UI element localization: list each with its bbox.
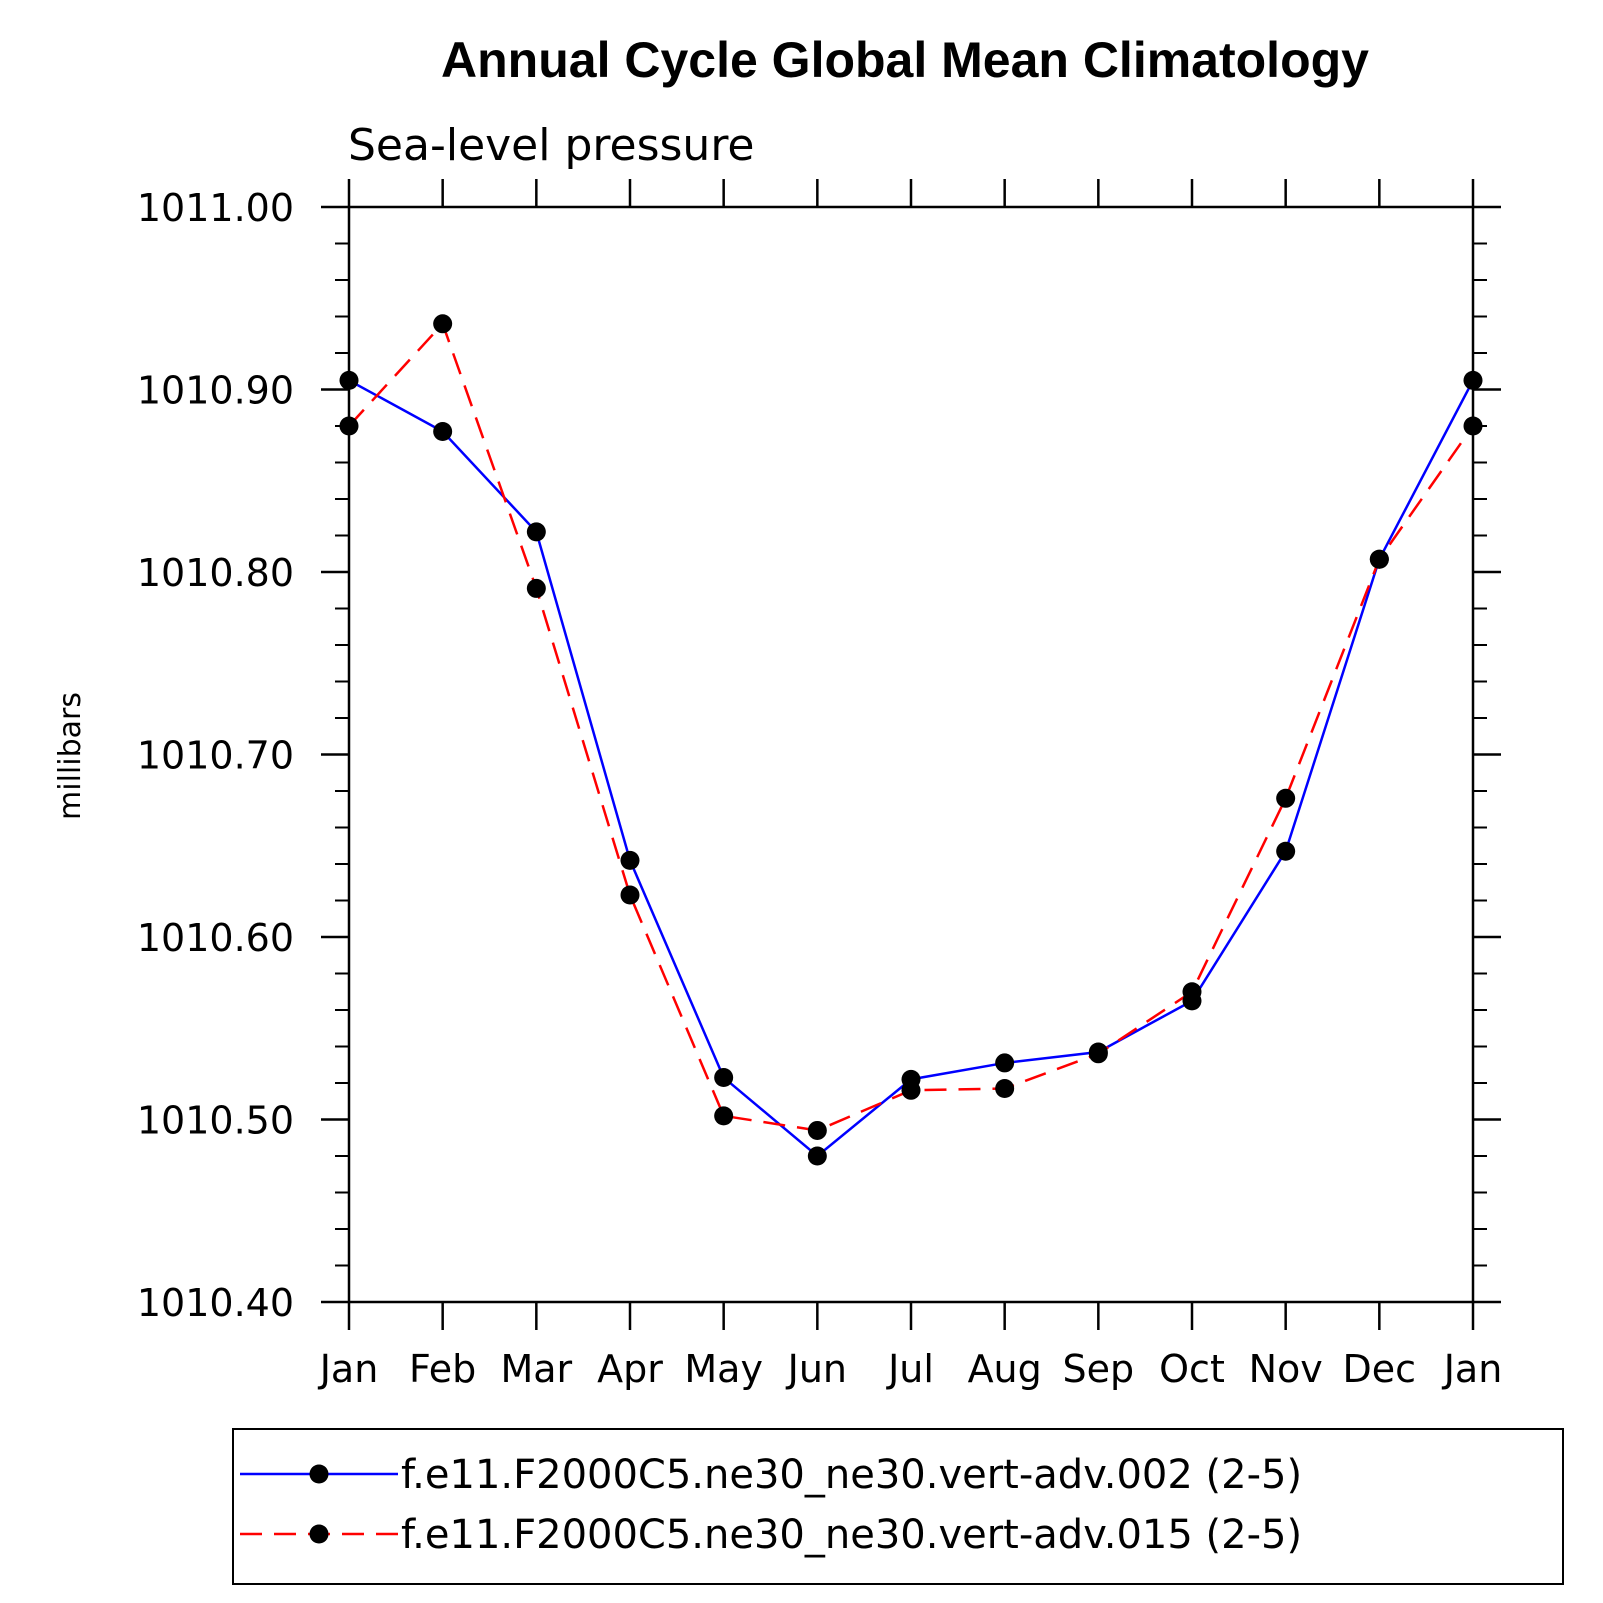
series-2-point [807, 1120, 827, 1140]
series-2-point [714, 1106, 734, 1126]
x-tick-label: Feb [409, 1347, 476, 1391]
legend-box [232, 1428, 1564, 1585]
legend-marker-1 [309, 1464, 329, 1484]
series-1-point [1276, 841, 1296, 861]
series-2-point [1463, 416, 1483, 436]
x-tick-label: Mar [500, 1347, 572, 1391]
y-tick-label: 1010.70 [137, 734, 294, 778]
x-tick-label: Jan [318, 1347, 379, 1391]
series-1-point [620, 850, 640, 870]
axes-group: 1010.40 1010.50 1010.60 1010.70 1010.80 1010.… [137, 179, 1502, 1391]
x-tick-label: Oct [1159, 1347, 1225, 1391]
y-tick-label: 1011.00 [137, 186, 294, 230]
x-tick-label: Dec [1343, 1347, 1417, 1391]
y-tick-label: 1010.50 [137, 1099, 294, 1143]
series-line-2 [348, 321, 1475, 1132]
legend: f.e11.F2000C5.ne30_ne30.vert-adv.002 (2-… [232, 1428, 1564, 1585]
x-tick-label: Sep [1063, 1347, 1135, 1391]
series-2-point [1276, 788, 1296, 808]
y-tick-label: 1010.90 [137, 369, 294, 413]
legend-marker-2 [309, 1524, 329, 1544]
x-tick-label: Jul [886, 1347, 934, 1391]
series-2-point [901, 1080, 921, 1100]
series-2-point [1369, 549, 1389, 569]
legend-label-2: f.e11.F2000C5.ne30_ne30.vert-adv.015 (2-… [401, 1512, 1302, 1558]
series-1-point [339, 370, 359, 390]
x-tick-label: Jun [786, 1347, 847, 1391]
x-tick-label: Apr [597, 1347, 663, 1391]
series-group [339, 314, 1483, 1166]
series-2-point [526, 578, 546, 598]
series-2-point [995, 1078, 1015, 1098]
x-tick-label: May [684, 1347, 763, 1391]
series-1-point [433, 421, 453, 441]
series-2-point [1182, 982, 1202, 1002]
series-2-point [620, 885, 640, 905]
x-tick-label: Nov [1249, 1347, 1323, 1391]
series-2-point [1088, 1044, 1108, 1064]
series-1-point [807, 1146, 827, 1166]
series-1-point [1463, 370, 1483, 390]
plot-frame [347, 205, 1475, 1304]
y-tick-label: 1010.60 [137, 916, 294, 960]
y-axis-label: millibars [53, 692, 88, 820]
y-tick-label: 1010.80 [137, 551, 294, 595]
chart-title: Annual Cycle Global Mean Climatology [441, 32, 1369, 88]
series-1-point [526, 522, 546, 542]
chart-subtitle: Sea-level pressure [348, 120, 755, 171]
series-2-point [339, 416, 359, 436]
x-tick-label: Jan [1442, 1347, 1503, 1391]
series-1-point [714, 1068, 734, 1088]
series-line-1 [348, 379, 1475, 1158]
y-tick-label: 1010.40 [137, 1281, 294, 1325]
x-tick-label: Aug [968, 1347, 1042, 1391]
series-2-point [433, 314, 453, 334]
series-1-point [995, 1053, 1015, 1073]
legend-label-1: f.e11.F2000C5.ne30_ne30.vert-adv.002 (2-… [401, 1452, 1302, 1498]
